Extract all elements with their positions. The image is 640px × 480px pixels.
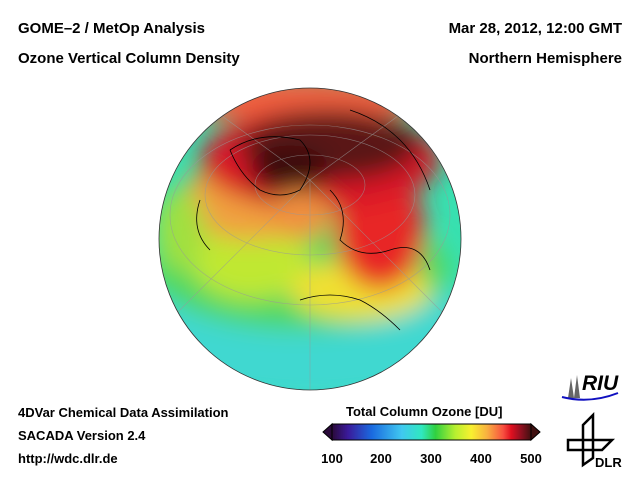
colorbar-max-arrow (530, 422, 541, 442)
colorbar-tick: 400 (470, 451, 492, 466)
version-label: SACADA Version 2.4 (18, 428, 146, 443)
dlr-logo-text: DLR (595, 455, 622, 470)
region-label: Northern Hemisphere (468, 50, 622, 67)
colorbar-tick: 100 (321, 451, 343, 466)
colorbar (322, 422, 541, 442)
dlr-logo (566, 411, 616, 468)
website-link[interactable]: http://wdc.dlr.de (18, 451, 118, 466)
colorbar-tick: 200 (370, 451, 392, 466)
title-line1: GOME–2 / MetOp Analysis (18, 20, 205, 37)
riu-logo-text: RIU (582, 372, 619, 395)
colorbar-min-arrow (322, 422, 333, 442)
riu-logo (561, 375, 619, 401)
colorbar-tick: 500 (520, 451, 542, 466)
colorbar-tick: 300 (420, 451, 442, 466)
coastlines (196, 109, 431, 331)
date-label: Mar 28, 2012, 12:00 GMT (448, 20, 622, 37)
title-line2: Ozone Vertical Column Density (18, 50, 240, 67)
method-label: 4DVar Chemical Data Assimilation (18, 405, 229, 420)
colorbar-title: Total Column Ozone [DU] (346, 404, 503, 419)
